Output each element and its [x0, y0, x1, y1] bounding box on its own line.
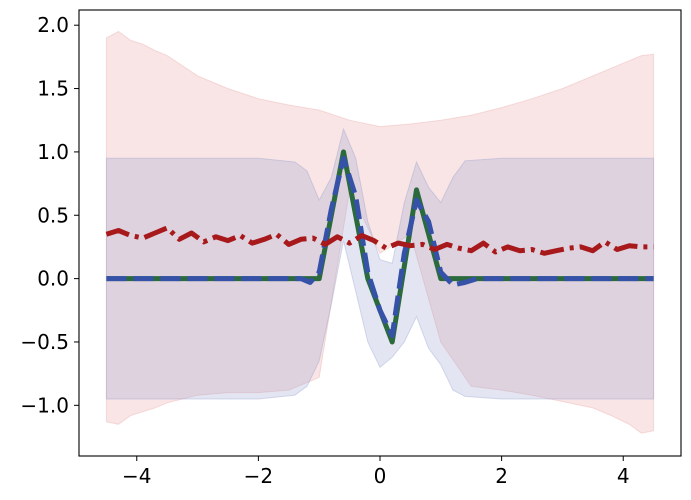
y-tick-label: 1.5 [37, 77, 69, 101]
x-tick-label: 4 [617, 464, 630, 488]
x-tick-label: −2 [244, 464, 273, 488]
y-tick-label: 0.0 [37, 267, 69, 291]
x-tick-label: 2 [495, 464, 508, 488]
band-1 [105, 30, 655, 434]
series-line-3 [105, 225, 654, 256]
x-tick-label: 0 [374, 464, 387, 488]
y-tick-label: 1.0 [37, 140, 69, 164]
y-tick-label: 2.0 [37, 13, 69, 37]
x-tick-label: −4 [122, 464, 151, 488]
series-lines [105, 149, 654, 345]
series-line-2 [106, 155, 654, 339]
uncertainty-bands [105, 30, 655, 434]
y-axis: −1.0 −0.5 0.0 0.5 1.0 1.5 2.0 [20, 13, 79, 417]
x-axis: −4 −2 0 2 4 [122, 456, 630, 488]
band-2 [105, 127, 655, 400]
y-tick-label: 0.5 [37, 203, 69, 227]
y-tick-label: −1.0 [20, 393, 69, 417]
y-tick-label: −0.5 [20, 330, 69, 354]
